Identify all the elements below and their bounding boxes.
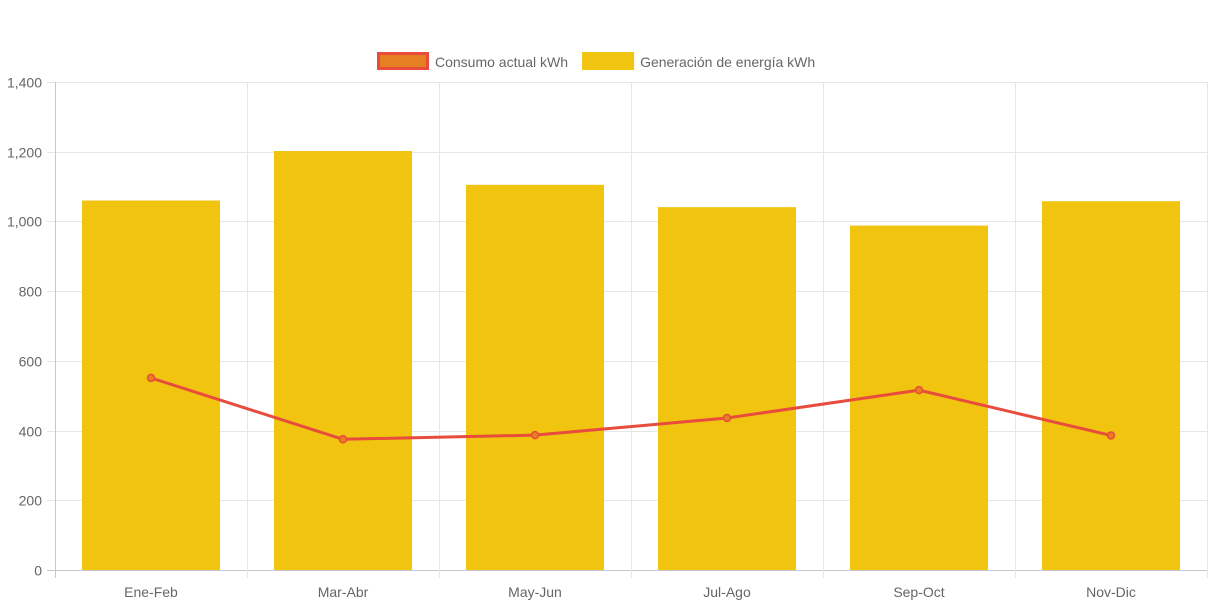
y-axis: 0 200 400 600 800 1,000 1,200 1,400 [7,75,42,579]
bar-series [82,151,1180,571]
x-tick-label: Sep-Oct [893,584,944,600]
x-tick-label: Nov-Dic [1086,584,1136,600]
y-tick-label: 1,200 [7,145,42,161]
legend-item-generacion[interactable]: Generación de energía kWh [582,52,816,71]
legend[interactable]: Consumo actual kWh Generación de energía … [377,52,816,71]
line-point-consumo[interactable] [530,430,540,440]
x-axis: Ene-Feb Mar-Abr May-Jun Jul-Ago Sep-Oct Nov-D… [124,584,1136,600]
bar-generacion[interactable] [1042,201,1180,570]
line-point-consumo[interactable] [338,435,348,444]
y-tick-label: 600 [19,354,43,370]
line-point-consumo[interactable] [146,373,156,383]
y-tick-label: 400 [19,424,43,440]
x-tick-label: Ene-Feb [124,584,178,600]
bar-generacion[interactable] [466,184,604,571]
y-tick-label: 1,400 [7,75,42,91]
line-point-consumo[interactable] [1106,431,1116,440]
legend-label: Generación de energía kWh [640,54,815,70]
bar-generacion[interactable] [274,151,412,570]
legend-item-consumo[interactable]: Consumo actual kWh [377,52,569,71]
line-point-consumo[interactable] [722,413,732,423]
x-tick-label: Mar-Abr [318,584,369,600]
bar-generacion[interactable] [82,200,220,570]
line-series [146,373,1116,444]
legend-label: Consumo actual kWh [435,54,568,70]
y-tick-label: 800 [19,284,43,300]
grid-lines [47,82,1208,578]
line-consumo [150,376,1112,441]
x-tick-label: Jul-Ago [703,584,751,600]
y-tick-label: 0 [34,563,42,579]
y-tick-label: 200 [19,493,43,509]
legend-swatch [582,52,635,70]
y-tick-label: 1,000 [7,214,42,230]
legend-swatch [377,52,429,70]
bar-generacion[interactable] [658,207,796,570]
line-point-consumo[interactable] [914,385,924,395]
x-tick-label: May-Jun [508,584,562,600]
